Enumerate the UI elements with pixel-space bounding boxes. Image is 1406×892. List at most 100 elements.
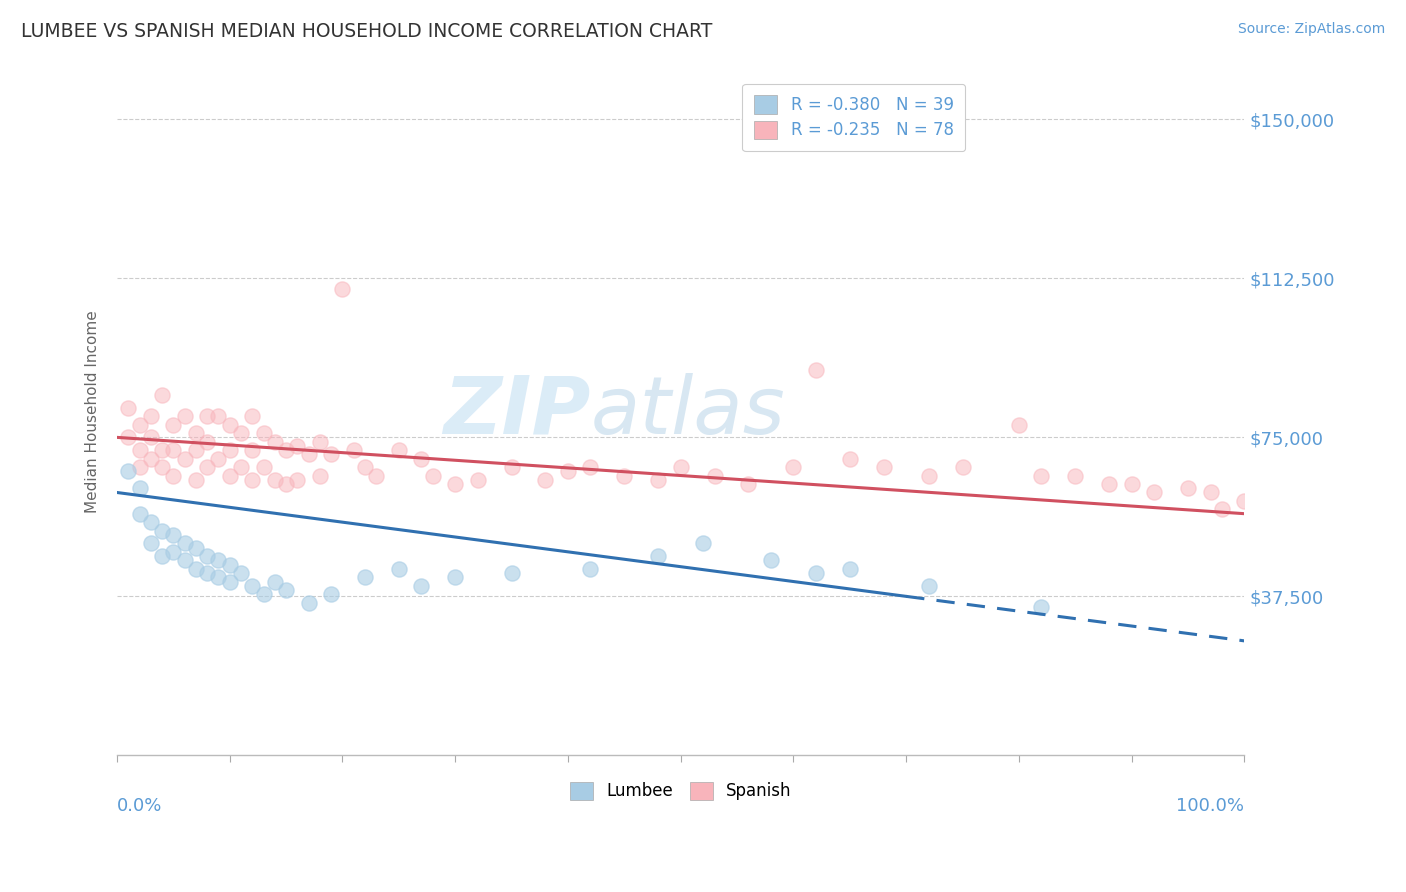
- Point: [128, 417, 150, 432]
- Y-axis label: Median Household Income: Median Household Income: [86, 310, 100, 513]
- Point: [782, 460, 804, 475]
- Point: [1008, 417, 1031, 432]
- Point: [195, 460, 218, 475]
- Point: [952, 460, 974, 475]
- Point: [759, 553, 782, 567]
- Point: [274, 477, 297, 491]
- Point: [1143, 485, 1166, 500]
- Point: [918, 468, 941, 483]
- Point: [804, 362, 827, 376]
- Point: [613, 468, 636, 483]
- Point: [240, 443, 263, 458]
- Point: [229, 426, 252, 441]
- Point: [411, 579, 433, 593]
- Point: [647, 473, 669, 487]
- Point: [274, 582, 297, 597]
- Point: [737, 477, 759, 491]
- Point: [534, 473, 557, 487]
- Point: [128, 460, 150, 475]
- Point: [195, 409, 218, 424]
- Point: [1098, 477, 1121, 491]
- Point: [872, 460, 894, 475]
- Point: [184, 443, 207, 458]
- Point: [263, 473, 285, 487]
- Point: [218, 443, 240, 458]
- Point: [1031, 468, 1053, 483]
- Point: [1233, 494, 1256, 508]
- Point: [139, 536, 162, 550]
- Point: [207, 553, 229, 567]
- Point: [579, 460, 602, 475]
- Point: [298, 596, 321, 610]
- Point: [139, 430, 162, 444]
- Point: [388, 562, 411, 576]
- Point: [918, 579, 941, 593]
- Point: [195, 434, 218, 449]
- Point: [411, 451, 433, 466]
- Point: [240, 579, 263, 593]
- Point: [173, 553, 195, 567]
- Point: [117, 401, 139, 415]
- Point: [139, 409, 162, 424]
- Point: [162, 468, 184, 483]
- Point: [184, 541, 207, 555]
- Point: [162, 528, 184, 542]
- Point: [274, 443, 297, 458]
- Text: LUMBEE VS SPANISH MEDIAN HOUSEHOLD INCOME CORRELATION CHART: LUMBEE VS SPANISH MEDIAN HOUSEHOLD INCOM…: [21, 22, 713, 41]
- Point: [128, 481, 150, 495]
- Point: [195, 549, 218, 563]
- Point: [838, 451, 860, 466]
- Point: [229, 566, 252, 580]
- Text: atlas: atlas: [591, 373, 785, 451]
- Point: [184, 426, 207, 441]
- Text: Source: ZipAtlas.com: Source: ZipAtlas.com: [1237, 22, 1385, 37]
- Point: [354, 460, 377, 475]
- Point: [1121, 477, 1143, 491]
- Point: [285, 473, 308, 487]
- Point: [173, 409, 195, 424]
- Point: [139, 451, 162, 466]
- Point: [218, 574, 240, 589]
- Text: 0.0%: 0.0%: [117, 797, 162, 814]
- Point: [838, 562, 860, 576]
- Point: [501, 460, 523, 475]
- Point: [703, 468, 725, 483]
- Point: [309, 468, 332, 483]
- Point: [150, 388, 173, 402]
- Point: [173, 536, 195, 550]
- Point: [128, 443, 150, 458]
- Point: [195, 566, 218, 580]
- Point: [1031, 599, 1053, 614]
- Point: [252, 460, 274, 475]
- Point: [128, 507, 150, 521]
- Point: [1199, 485, 1222, 500]
- Point: [422, 468, 444, 483]
- Point: [263, 434, 285, 449]
- Point: [285, 439, 308, 453]
- Point: [150, 549, 173, 563]
- Point: [647, 549, 669, 563]
- Point: [207, 570, 229, 584]
- Point: [150, 524, 173, 538]
- Text: 100.0%: 100.0%: [1177, 797, 1244, 814]
- Point: [184, 473, 207, 487]
- Point: [501, 566, 523, 580]
- Point: [298, 447, 321, 461]
- Point: [1064, 468, 1087, 483]
- Point: [309, 434, 332, 449]
- Point: [579, 562, 602, 576]
- Point: [240, 409, 263, 424]
- Point: [467, 473, 489, 487]
- Point: [263, 574, 285, 589]
- Point: [1177, 481, 1199, 495]
- Point: [366, 468, 388, 483]
- Point: [321, 447, 343, 461]
- Point: [139, 515, 162, 529]
- Point: [321, 587, 343, 601]
- Point: [444, 570, 467, 584]
- Point: [150, 460, 173, 475]
- Point: [444, 477, 467, 491]
- Point: [218, 417, 240, 432]
- Point: [218, 558, 240, 572]
- Point: [117, 464, 139, 478]
